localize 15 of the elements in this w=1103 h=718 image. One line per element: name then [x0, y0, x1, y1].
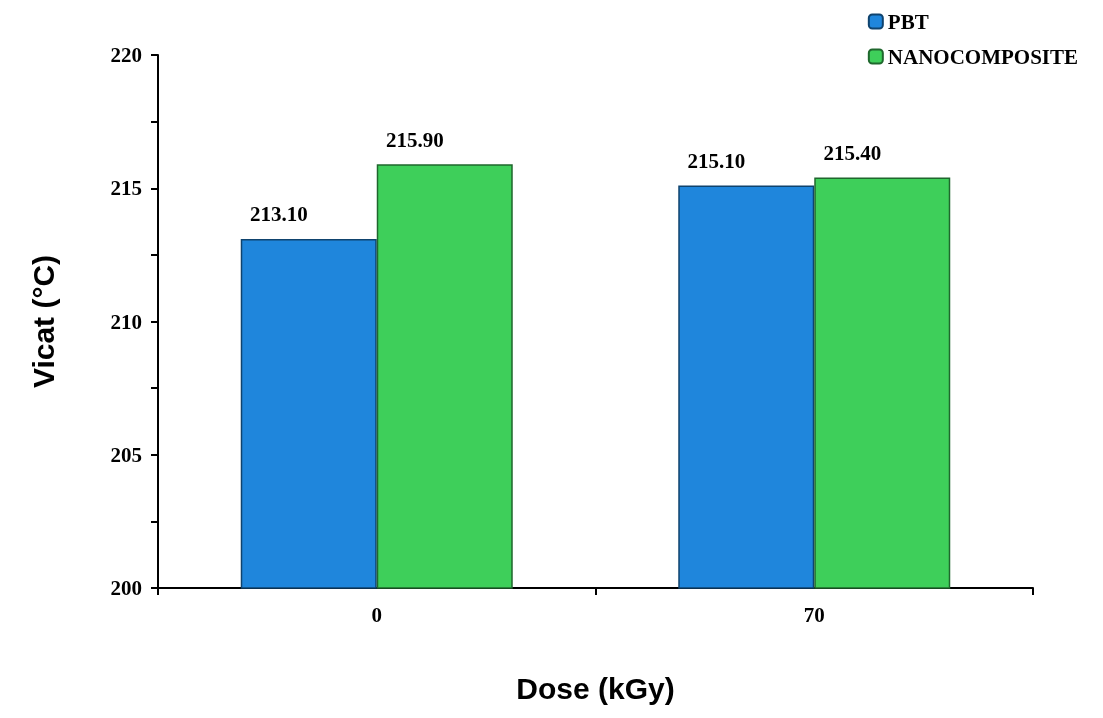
- y-tick-label: 220: [110, 43, 142, 67]
- x-tick-label: 0: [371, 602, 382, 627]
- data-label: 215.10: [687, 149, 746, 174]
- data-label: 215.40: [823, 141, 882, 166]
- y-axis-title: Vicat (°C): [26, 254, 60, 389]
- y-tick-label: 215: [110, 176, 142, 201]
- data-label: 213.10: [249, 202, 308, 227]
- legend-label: PBT: [887, 9, 929, 34]
- y-tick-label: 200: [110, 576, 142, 600]
- data-label: 215.90: [385, 127, 444, 152]
- y-tick-label: 210: [110, 309, 142, 334]
- x-axis-title: Dose (kGy): [516, 671, 675, 705]
- x-tick-label: 70: [803, 602, 825, 627]
- y-tick-label: 205: [110, 442, 142, 467]
- legend-label: NANOCOMPOSITE: [887, 44, 1079, 69]
